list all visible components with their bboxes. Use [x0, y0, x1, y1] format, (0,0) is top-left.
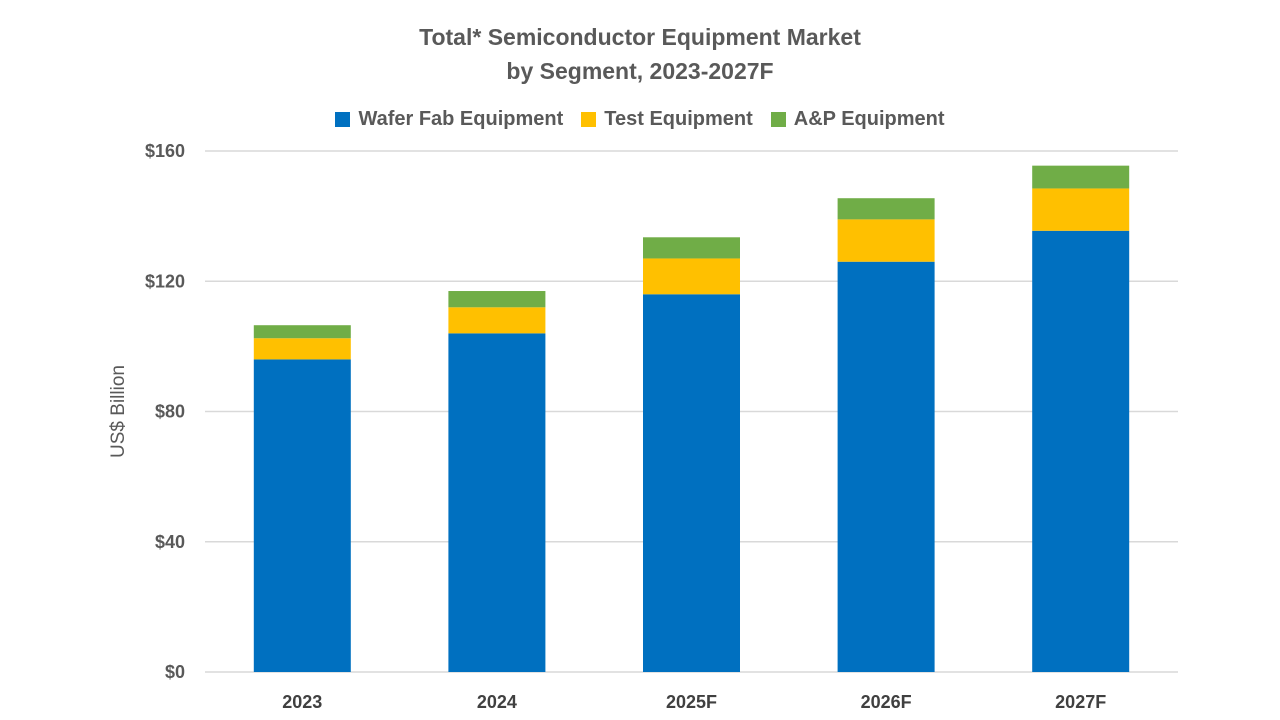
chart-title: Total* Semiconductor Equipment Market: [419, 24, 861, 50]
legend-swatch-wafer-fab: [335, 112, 351, 127]
y-axis-title: US$ Billion: [108, 365, 129, 458]
bar-wafer-fab-equipment-2024: [448, 333, 546, 672]
bar-test-equipment-2025f: [643, 258, 740, 295]
legend-label-test: Test Equipment: [604, 108, 753, 130]
legend-swatch-test: [581, 112, 597, 127]
x-tick-label: 2026F: [861, 692, 912, 712]
bar-wafer-fab-equipment-2027f: [1032, 230, 1130, 672]
bar-wafer-fab-equipment-2023: [253, 359, 351, 672]
legend-item-ap: A&P Equipment: [770, 108, 945, 131]
bar-wafer-fab-equipment-2025f: [643, 294, 740, 672]
x-tick-label: 2023: [282, 692, 322, 712]
chart-subtitle: by Segment, 2023-2027F: [506, 58, 774, 84]
bar-test-equipment-2024: [448, 307, 546, 334]
legend-swatch-ap: [770, 112, 786, 127]
x-tick-label: 2025F: [666, 692, 717, 712]
y-tick-label: $80: [155, 402, 185, 422]
bar-a-p-equipment-2024: [448, 291, 546, 308]
bar-a-p-equipment-2023: [253, 325, 351, 339]
bar-a-p-equipment-2026f: [837, 198, 935, 220]
bar-test-equipment-2027f: [1032, 188, 1130, 231]
bar-a-p-equipment-2025f: [643, 237, 740, 259]
y-tick-label: $120: [145, 271, 185, 291]
x-tick-label: 2027F: [1055, 692, 1106, 712]
legend: Wafer Fab Equipment Test Equipment A&P E…: [0, 108, 1280, 131]
legend-label-ap: A&P Equipment: [793, 108, 945, 130]
bar-a-p-equipment-2027f: [1032, 165, 1130, 189]
legend-label-wafer-fab: Wafer Fab Equipment: [358, 108, 564, 130]
legend-item-test: Test Equipment: [581, 108, 753, 131]
y-tick-label: $0: [165, 662, 185, 682]
x-tick-label: 2024: [477, 692, 517, 712]
y-tick-label: $160: [145, 141, 185, 161]
bar-test-equipment-2023: [253, 338, 351, 360]
bar-test-equipment-2026f: [837, 219, 935, 262]
legend-item-wafer-fab: Wafer Fab Equipment: [335, 108, 563, 131]
bar-wafer-fab-equipment-2026f: [837, 261, 935, 672]
y-tick-label: $40: [155, 532, 185, 552]
